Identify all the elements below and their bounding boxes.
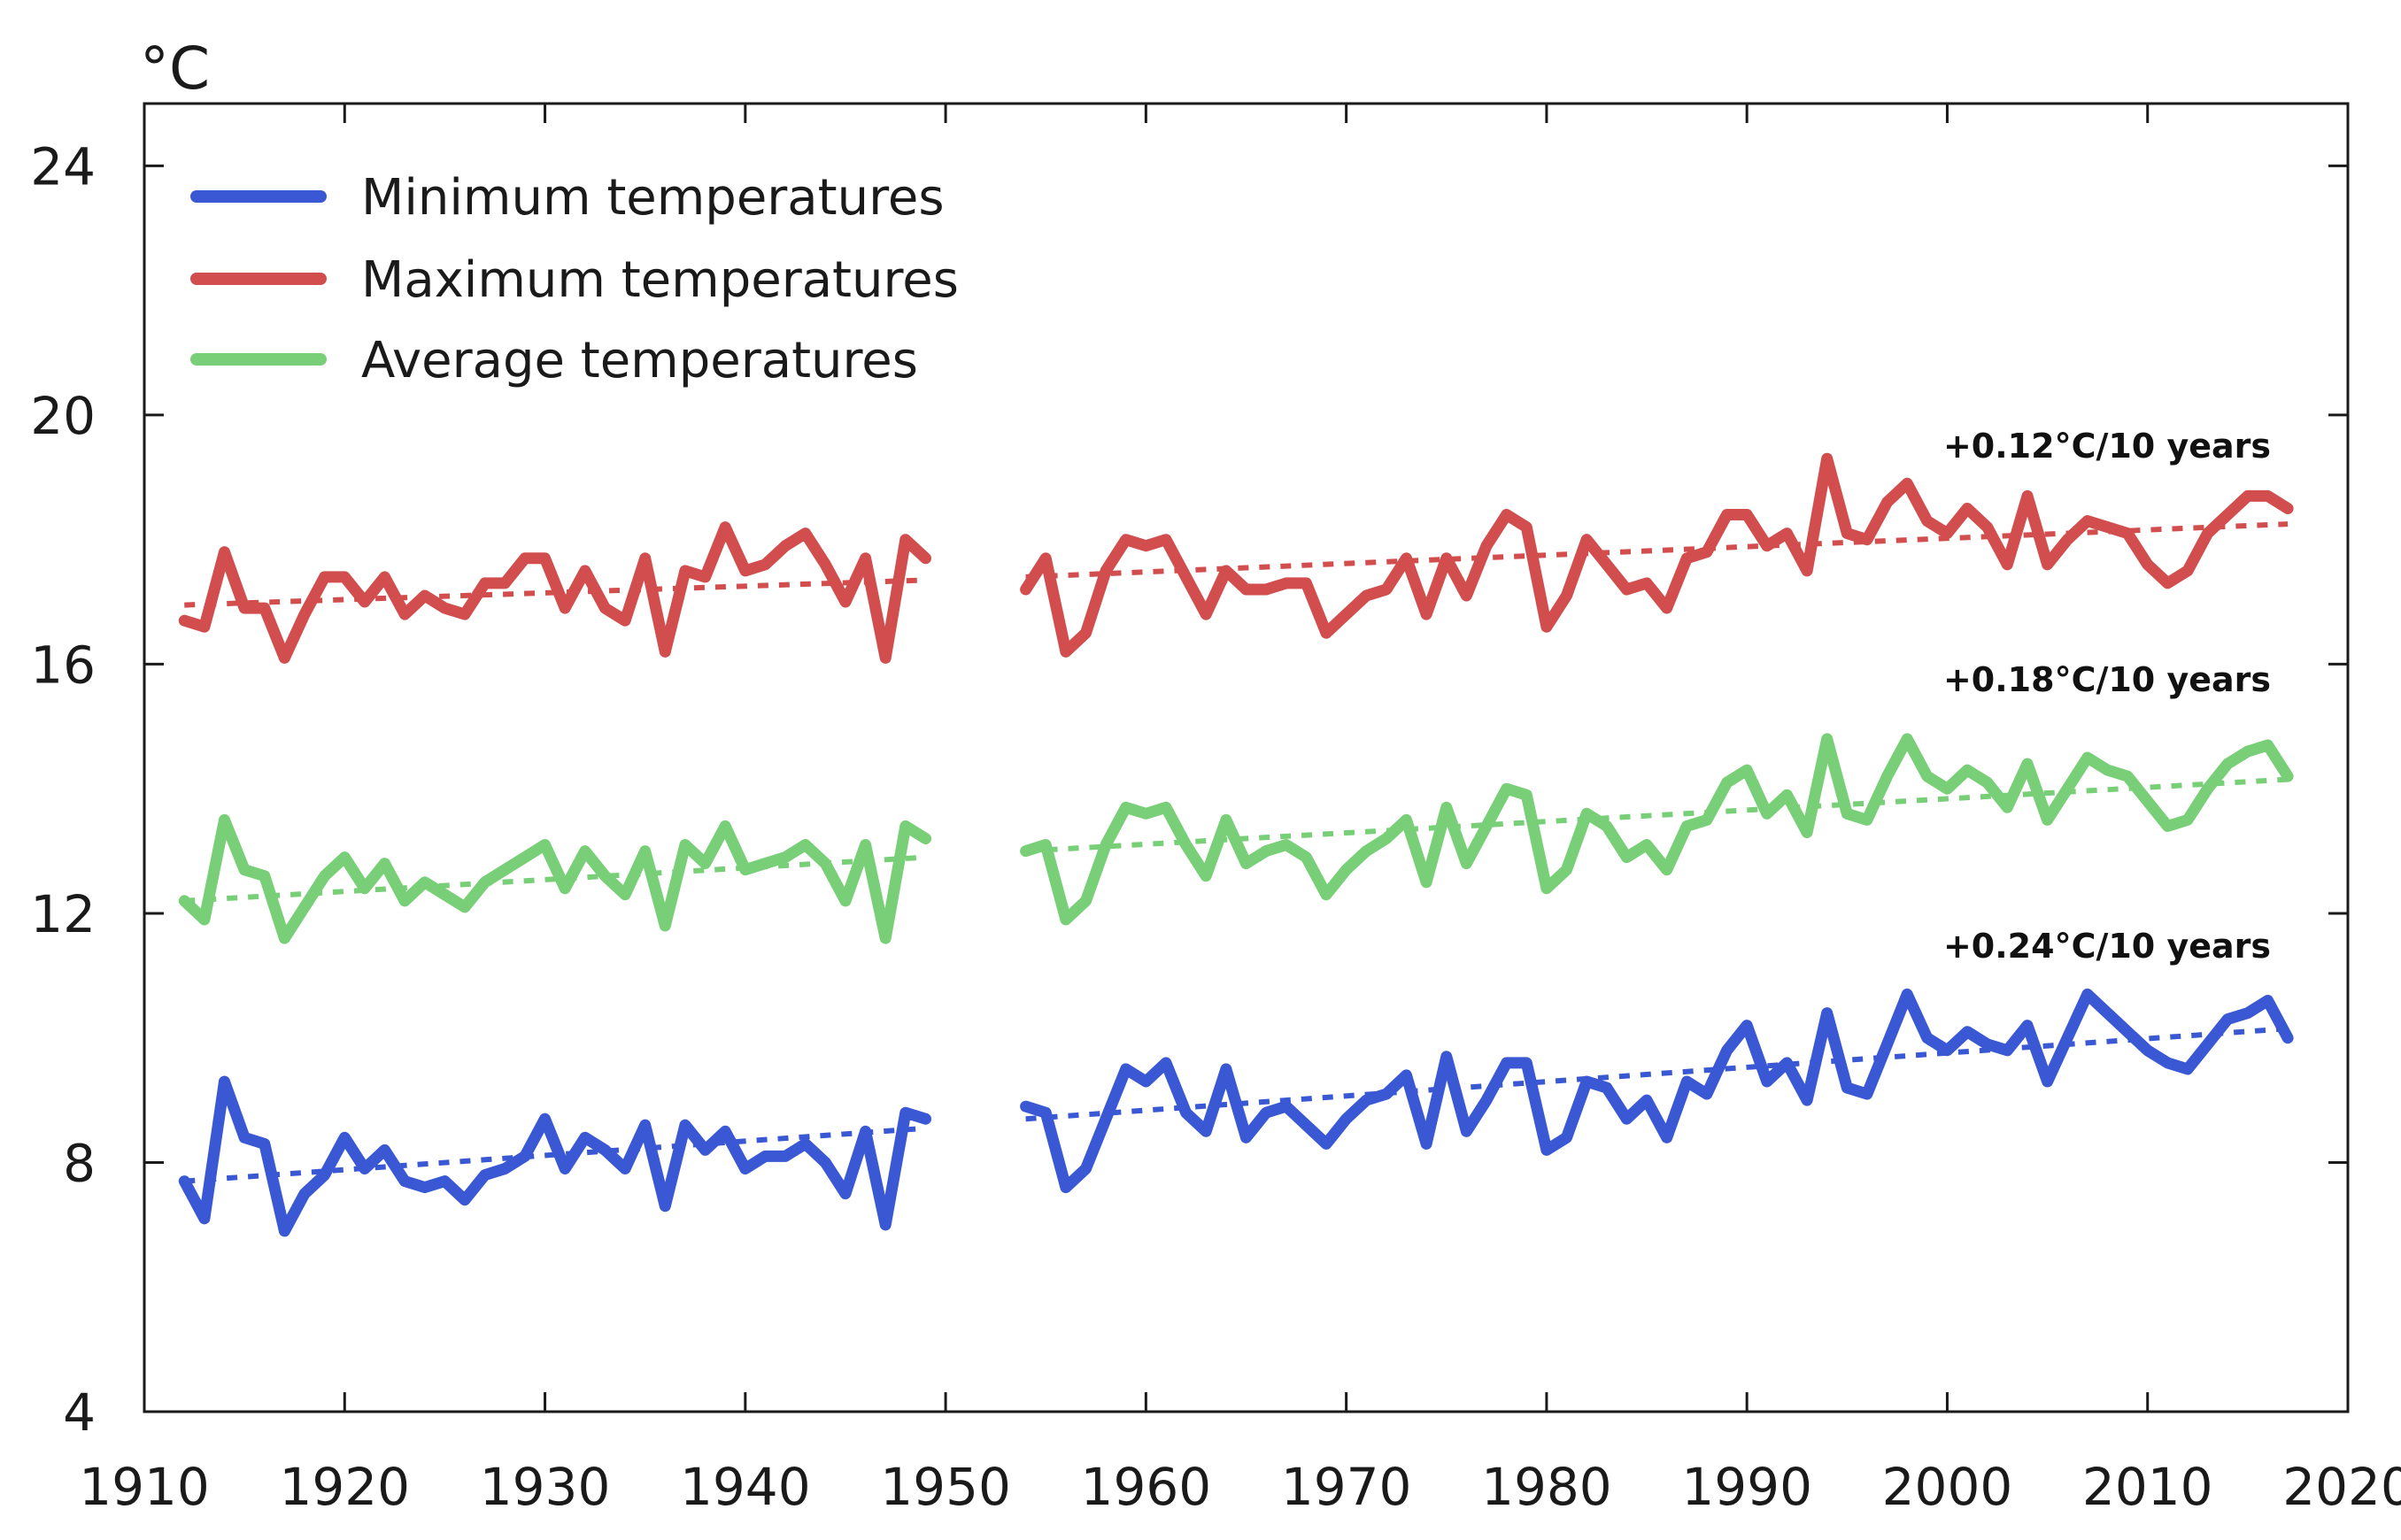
legend-label-min: Minimum temperatures [361, 169, 945, 227]
series-line-min-segment-2 [1020, 988, 2294, 1194]
x-tick-label: 2000 [1882, 1457, 2013, 1517]
x-tick-label: 1960 [1081, 1457, 1212, 1517]
y-tick-label: 12 [30, 884, 96, 944]
x-tick-label: 1950 [880, 1457, 1011, 1517]
y-unit-label: °C [140, 35, 210, 103]
x-tick-label: 1970 [1281, 1457, 1412, 1517]
trend-line-max [1025, 521, 2289, 580]
legend: Minimum temperatures Maximum temperatures… [190, 169, 959, 389]
legend-label-avg: Average temperatures [361, 332, 918, 389]
trend-annotation-max: +0.12°C/10 years [1943, 427, 2271, 466]
y-tick-label: 4 [63, 1382, 96, 1443]
x-tick-label: 1910 [79, 1457, 210, 1517]
trend-annotation-min: +0.24°C/10 years [1943, 927, 2271, 966]
series-line-max-segment-1 [178, 521, 931, 664]
series-line-max-segment-2 [1020, 452, 2294, 658]
y-tick-label: 8 [63, 1133, 96, 1193]
x-tick-label: 2010 [2082, 1457, 2213, 1517]
x-tick-label: 1920 [279, 1457, 410, 1517]
legend-label-max: Maximum temperatures [361, 251, 959, 309]
series-line-avg-segment-2 [1020, 733, 2294, 926]
axes-layer: 1910 1920 1930 1940 1950 1960 1970 1980 1990 2000… [30, 35, 2401, 1517]
series-line-avg-segment-1 [178, 813, 931, 944]
y-tick-label: 16 [30, 635, 96, 695]
trend-annotations: +0.24°C/10 years +0.12°C/10 years +0.18°C/… [1943, 427, 2271, 966]
trend-annotation-avg: +0.18°C/10 years [1943, 660, 2271, 699]
plot-frame [143, 102, 2350, 1413]
y-tick-label: 24 [30, 136, 96, 196]
series-line-min-segment-1 [178, 1075, 931, 1237]
x-tick-label: 2020 [2282, 1457, 2401, 1517]
x-tick-label: 1980 [1481, 1457, 1612, 1517]
x-tick-label: 1990 [1681, 1457, 1812, 1517]
series-layer [178, 452, 2294, 1237]
x-tick-label: 1930 [480, 1457, 611, 1517]
x-tick-label: 1940 [680, 1457, 811, 1517]
y-tick-label: 20 [30, 386, 96, 446]
